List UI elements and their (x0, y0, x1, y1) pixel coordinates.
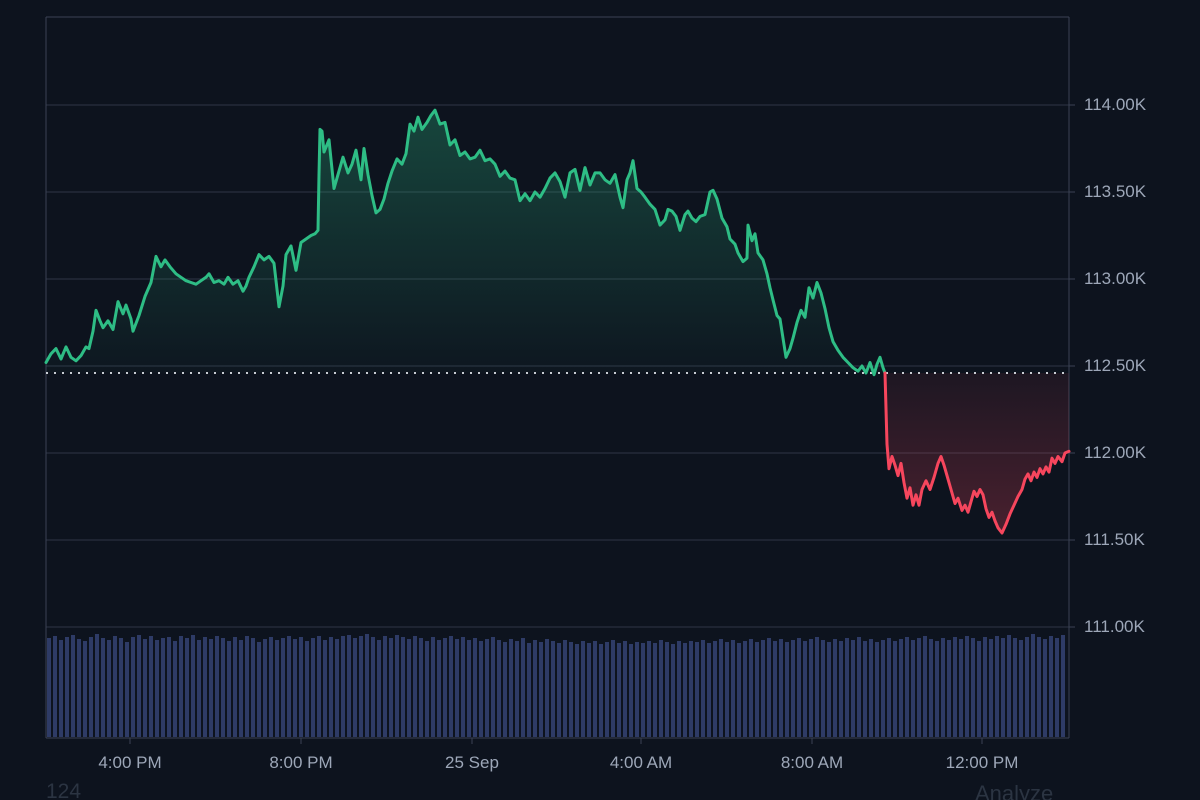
toolbar-fragment-text: 124 (46, 780, 82, 800)
price-tick-label: 113.50K (1084, 182, 1147, 201)
price-tick-label: 112.00K (1084, 443, 1147, 462)
time-tick-label: 8:00 AM (780, 753, 844, 772)
price-tick-label: 113.00K (1084, 269, 1147, 288)
price-tick-label: 111.50K (1084, 530, 1145, 549)
price-axis[interactable]: 114.00K 113.50K 113.00K 112.50K 112.00K 111.5… (1084, 0, 1194, 800)
time-tick-label: 4:00 PM (98, 753, 162, 772)
time-tick-label: 4:00 AM (609, 753, 673, 772)
analyze-button[interactable]: Analyze (975, 781, 1054, 800)
time-axis[interactable]: 4:00 PM 8:00 PM 25 Sep 4:00 AM 8:00 AM 12:00 … (0, 752, 1200, 778)
price-tick-label: 114.00K (1084, 95, 1147, 114)
price-tick-label: 111.00K (1084, 617, 1145, 636)
price-tick-label: 112.50K (1084, 356, 1147, 375)
time-tick-label: 25 Sep (445, 753, 499, 772)
time-tick-label: 8:00 PM (269, 753, 333, 772)
time-tick-label: 12:00 PM (945, 753, 1019, 772)
